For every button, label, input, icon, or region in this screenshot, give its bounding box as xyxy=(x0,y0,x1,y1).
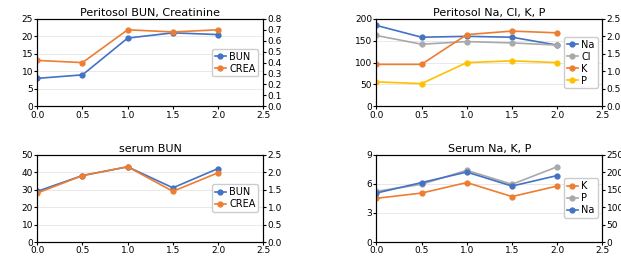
P xyxy=(373,80,380,83)
BUN xyxy=(214,167,222,170)
CREA xyxy=(214,171,222,174)
Na xyxy=(553,44,561,47)
CREA xyxy=(79,174,86,177)
Na xyxy=(463,171,471,174)
Line: K: K xyxy=(374,180,560,201)
BUN xyxy=(79,174,86,177)
BUN xyxy=(169,186,176,189)
CREA xyxy=(169,190,176,193)
Na xyxy=(373,24,380,27)
Na xyxy=(373,192,380,195)
P xyxy=(373,190,380,193)
Na xyxy=(463,35,471,38)
Title: Serum Na, K, P: Serum Na, K, P xyxy=(448,144,531,154)
CREA xyxy=(214,28,222,31)
Na xyxy=(553,174,561,177)
CREA xyxy=(34,192,41,195)
K xyxy=(373,197,380,200)
P xyxy=(418,183,425,186)
K xyxy=(508,30,515,33)
P xyxy=(508,183,515,186)
P xyxy=(508,59,515,62)
K xyxy=(463,181,471,184)
Line: CREA: CREA xyxy=(35,27,220,65)
Legend: Na, Cl, K, P: Na, Cl, K, P xyxy=(564,37,597,89)
CREA xyxy=(124,165,132,168)
P xyxy=(553,165,561,168)
Na xyxy=(418,36,425,39)
K xyxy=(553,185,561,188)
Cl xyxy=(373,34,380,37)
BUN xyxy=(214,33,222,36)
BUN xyxy=(34,190,41,193)
CREA xyxy=(34,59,41,62)
Line: P: P xyxy=(374,58,560,86)
P xyxy=(463,169,471,172)
K xyxy=(553,31,561,34)
Cl xyxy=(508,41,515,45)
BUN xyxy=(124,37,132,40)
Legend: BUN, CREA: BUN, CREA xyxy=(212,185,258,212)
CREA xyxy=(169,30,176,34)
Legend: K, P, Na: K, P, Na xyxy=(564,178,597,218)
CREA xyxy=(79,61,86,64)
Line: P: P xyxy=(374,164,560,194)
Na xyxy=(508,36,515,39)
Na xyxy=(508,185,515,188)
Line: BUN: BUN xyxy=(35,30,220,81)
Cl xyxy=(418,43,425,46)
Na xyxy=(418,181,425,184)
BUN xyxy=(34,77,41,80)
Line: BUN: BUN xyxy=(35,164,220,194)
K xyxy=(418,192,425,195)
Line: Cl: Cl xyxy=(374,33,560,48)
BUN xyxy=(124,165,132,168)
Cl xyxy=(553,44,561,47)
Line: CREA: CREA xyxy=(35,164,220,196)
P xyxy=(463,61,471,64)
CREA xyxy=(124,28,132,31)
BUN xyxy=(169,31,176,34)
Title: serum BUN: serum BUN xyxy=(119,144,182,154)
P xyxy=(418,82,425,85)
BUN xyxy=(79,73,86,76)
Line: Na: Na xyxy=(374,170,560,196)
Line: Na: Na xyxy=(374,23,560,48)
K xyxy=(508,195,515,198)
Cl xyxy=(463,40,471,43)
P xyxy=(553,61,561,64)
K xyxy=(418,63,425,66)
K xyxy=(373,63,380,66)
Line: K: K xyxy=(374,29,560,67)
K xyxy=(463,33,471,36)
Title: Peritosol BUN, Creatinine: Peritosol BUN, Creatinine xyxy=(80,8,220,18)
Title: Peritosol Na, Cl, K, P: Peritosol Na, Cl, K, P xyxy=(433,8,545,18)
Legend: BUN, CREA: BUN, CREA xyxy=(212,49,258,76)
